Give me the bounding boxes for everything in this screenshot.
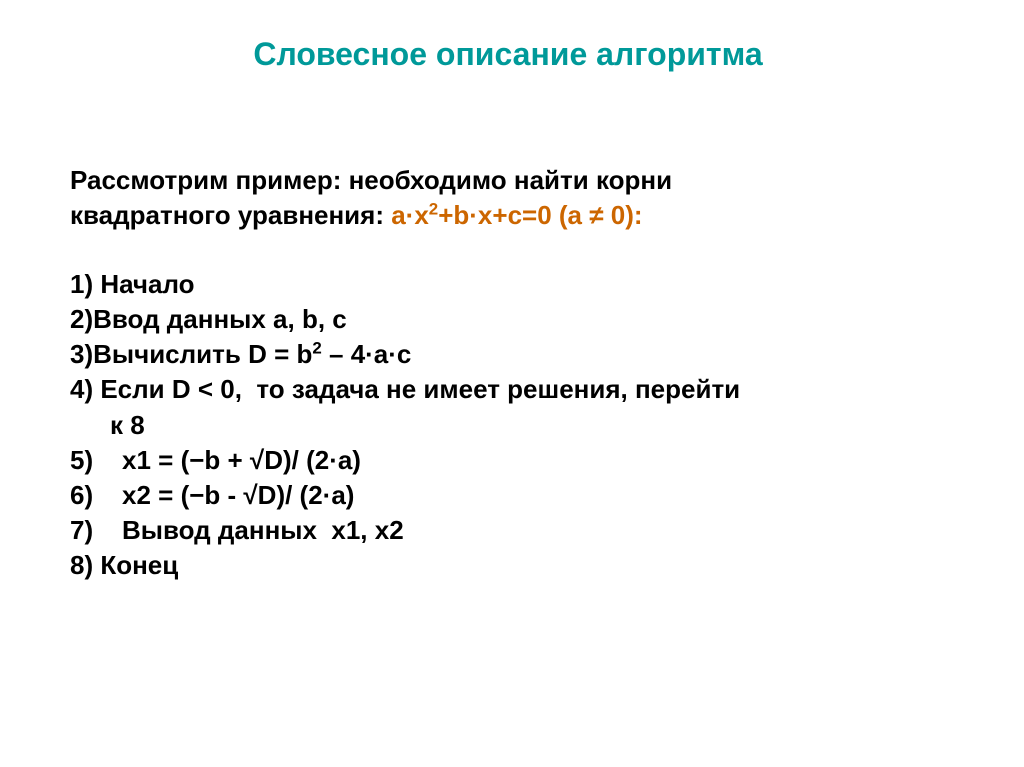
step-line: 6) x2 = (−b - √D)/ (2·a) — [70, 478, 976, 513]
slide-title: Словесное описание алгоритма — [70, 36, 976, 73]
step-line: 2)Ввод данных a, b, с — [70, 302, 976, 337]
step-line: к 8 — [70, 408, 976, 443]
steps-list: 1) Начало2)Ввод данных a, b, с3)Вычислит… — [70, 267, 976, 583]
intro-line-1: Рассмотрим пример: необходимо найти корн… — [70, 163, 976, 198]
step-line: 8) Конец — [70, 548, 976, 583]
equation: a·x2+b·x+c=0 (a ≠ 0): — [391, 200, 642, 230]
step-line: 1) Начало — [70, 267, 976, 302]
intro-prefix: квадратного уравнения: — [70, 200, 391, 230]
step-line: 5) x1 = (−b + √D)/ (2·a) — [70, 443, 976, 478]
step-line: 3)Вычислить D = b2 – 4·a·c — [70, 337, 976, 372]
step-line: 7) Вывод данных x1, x2 — [70, 513, 976, 548]
intro-line-2: квадратного уравнения: a·x2+b·x+c=0 (a ≠… — [70, 198, 976, 233]
step-line: 4) Если D < 0, то задача не имеет решени… — [70, 372, 976, 407]
slide: Словесное описание алгоритма Рассмотрим … — [0, 0, 1024, 767]
slide-body: Рассмотрим пример: необходимо найти корн… — [70, 163, 976, 583]
